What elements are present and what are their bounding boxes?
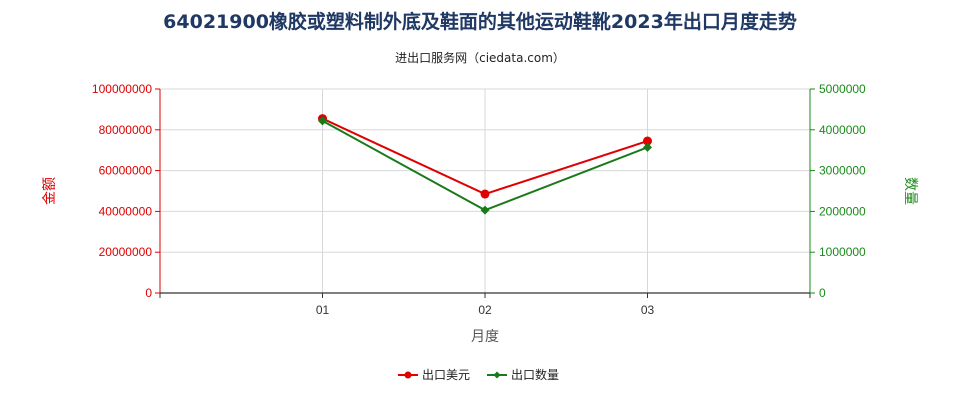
left-tick-label: 80000000 [99,123,153,137]
series-point-1[interactable] [643,136,652,146]
chart-subtitle: 进出口服务网（ciedata.com） [395,50,565,65]
legend: 出口美元 出口数量 [398,367,559,382]
right-tick-label: 0 [819,286,826,300]
x-axis-ticks: 01 02 03 [159,293,811,317]
x-tick-label: 03 [641,303,655,317]
left-axis-ticks: 0 20000000 40000000 60000000 80000000 1000000… [92,82,160,300]
left-tick-label: 100000000 [92,82,152,96]
series-point-2[interactable] [480,205,490,215]
y-axis-left-title: 金额 [42,177,58,205]
legend-swatch-marker [493,371,501,379]
right-tick-label: 4000000 [819,123,866,137]
series-group [318,114,652,215]
series-point-2[interactable] [643,142,652,152]
right-tick-label: 2000000 [819,204,866,218]
left-tick-label: 0 [145,286,152,300]
x-tick-label: 01 [316,303,330,317]
x-axis-title: 月度 [471,329,499,345]
legend-swatch-marker [404,371,412,379]
chart-title: 64021900橡胶或塑料制外底及鞋面的其他运动鞋靴2023年出口月度走势 [163,10,797,33]
left-tick-label: 60000000 [99,164,153,178]
legend-label[interactable]: 出口美元 [422,368,470,382]
x-tick-label: 02 [478,303,492,317]
right-tick-label: 3000000 [819,164,866,178]
y-axis-right-title: 数量 [902,177,918,205]
left-tick-label: 40000000 [99,204,153,218]
right-tick-label: 5000000 [819,82,866,96]
right-axis-ticks: 0 1000000 2000000 3000000 4000000 5000000 [810,82,866,300]
series-point-1[interactable] [480,189,490,199]
legend-label[interactable]: 出口数量 [511,367,559,382]
series-point-2[interactable] [318,116,327,126]
right-tick-label: 1000000 [819,245,866,259]
left-tick-label: 20000000 [99,245,153,259]
